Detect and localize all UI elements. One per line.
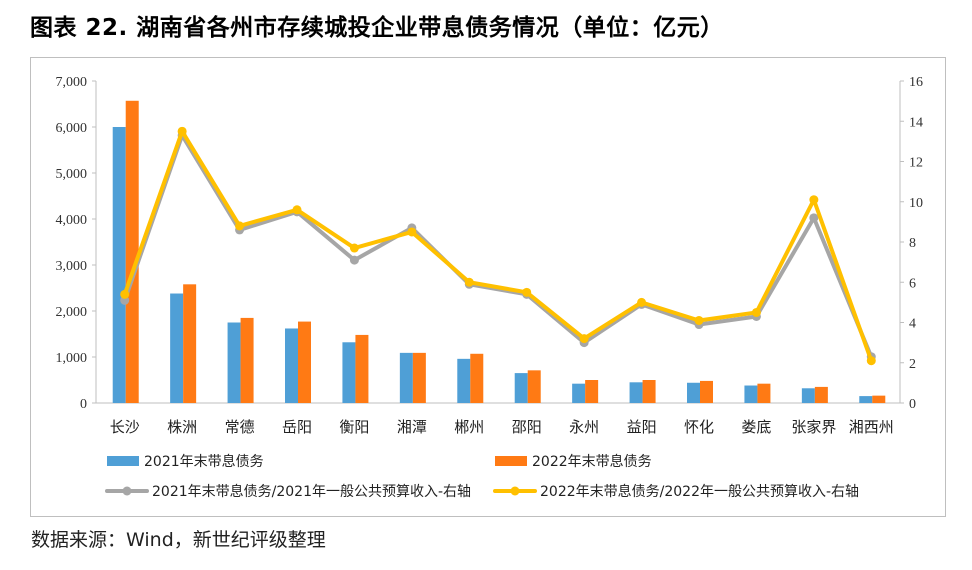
x-category-label: 益阳: [627, 418, 657, 436]
bar-2022: [298, 321, 311, 403]
x-category-label: 湘潭: [397, 418, 427, 436]
bar-2021: [170, 293, 184, 403]
bar-2022: [814, 386, 828, 403]
bar-2021: [629, 382, 643, 403]
x-category-label: 怀化: [684, 418, 714, 436]
bar-2021: [112, 127, 126, 403]
bar-2022: [240, 317, 254, 403]
bar-2021: [859, 396, 873, 403]
bar-2022: [585, 380, 599, 403]
x-category-label: 株洲: [167, 418, 197, 436]
y-right-tick-label: 12: [909, 156, 923, 171]
line-point-2022: [349, 243, 359, 253]
bar-2022: [872, 395, 886, 403]
line-point-2022: [407, 227, 417, 237]
legend-swatch-bar: [107, 456, 139, 466]
y-right-tick-label: 16: [909, 75, 923, 90]
bar-2022: [470, 353, 484, 403]
bar-2021: [514, 373, 528, 403]
legend-swatch-marker: [122, 486, 132, 496]
legend-swatch-marker: [510, 486, 520, 496]
bar-2021: [744, 385, 758, 403]
line-point-2022: [464, 277, 474, 287]
y-left-tick-label: 6,000: [56, 121, 88, 136]
y-right-tick-label: 14: [909, 115, 923, 130]
bar-2021: [572, 383, 586, 403]
bar-2022: [355, 334, 369, 403]
line-point-2022: [637, 297, 647, 307]
bar-2022: [125, 100, 139, 403]
x-category-label: 郴州: [454, 418, 484, 436]
bar-2022: [757, 383, 771, 403]
line-point-2022: [694, 315, 704, 325]
line-point-2022: [177, 126, 187, 136]
y-left-tick-label: 7,000: [56, 75, 88, 90]
x-category-label: 岳阳: [282, 418, 312, 436]
bar-2021: [399, 352, 413, 403]
line-point-2022: [809, 195, 819, 205]
y-right-tick-label: 2: [909, 357, 916, 372]
y-left-tick-label: 4,000: [56, 213, 88, 228]
y-left-tick-label: 0: [80, 397, 87, 412]
line-point-2022: [292, 205, 302, 215]
y-left-tick-label: 1,000: [56, 351, 88, 366]
bar-2022: [527, 370, 541, 403]
x-category-label: 张家界: [791, 418, 836, 436]
chart-frame: [30, 57, 946, 517]
y-left-tick-label: 2,000: [56, 305, 88, 320]
line-point-2022: [579, 334, 589, 344]
y-right-tick-label: 4: [909, 317, 916, 332]
y-left-tick-label: 3,000: [56, 259, 88, 274]
y-right-tick-label: 0: [909, 397, 916, 412]
bar-2021: [285, 328, 298, 403]
bar-2022: [700, 380, 713, 403]
line-point-2022: [522, 287, 532, 297]
legend-label: 2022年末带息债务: [532, 453, 652, 470]
x-category-label: 永州: [569, 418, 599, 436]
bar-2022: [183, 284, 197, 403]
line-point-2022: [235, 221, 245, 231]
bar-2022: [412, 352, 426, 403]
line-point-2022: [120, 289, 130, 299]
bar-2021: [801, 388, 815, 403]
legend-label: 2021年末带息债务/2021年一般公共预算收入-右轴: [152, 483, 471, 500]
source-note: 数据来源：Wind，新世纪评级整理: [31, 529, 326, 551]
y-left-tick-label: 5,000: [56, 167, 88, 182]
bar-2021: [342, 342, 356, 403]
x-category-label: 湘西州: [849, 418, 894, 436]
line-point-2021: [349, 255, 359, 265]
x-category-label: 常德: [225, 418, 255, 436]
line-point-2021: [809, 213, 819, 223]
legend-label: 2021年末带息债务: [144, 453, 264, 470]
y-right-tick-label: 10: [909, 196, 923, 211]
bar-2021: [227, 322, 241, 403]
line-point-2022: [751, 307, 761, 317]
x-category-label: 邵阳: [512, 418, 542, 436]
x-category-label: 衡阳: [339, 418, 369, 436]
bar-2022: [642, 380, 656, 403]
x-category-label: 长沙: [110, 418, 140, 436]
bar-2021: [687, 382, 700, 403]
y-right-tick-label: 8: [909, 236, 916, 251]
y-right-tick-label: 6: [909, 276, 916, 291]
x-category-label: 娄底: [741, 418, 771, 436]
line-point-2022: [866, 356, 876, 366]
line-series-2022: [122, 129, 874, 363]
bar-2021: [457, 358, 471, 403]
chart-title: 图表 22. 湖南省各州市存续城投企业带息债务情况（单位：亿元）: [30, 15, 724, 41]
legend-label: 2022年末带息债务/2022年一般公共预算收入-右轴: [540, 483, 859, 500]
legend-swatch-bar: [495, 456, 527, 466]
